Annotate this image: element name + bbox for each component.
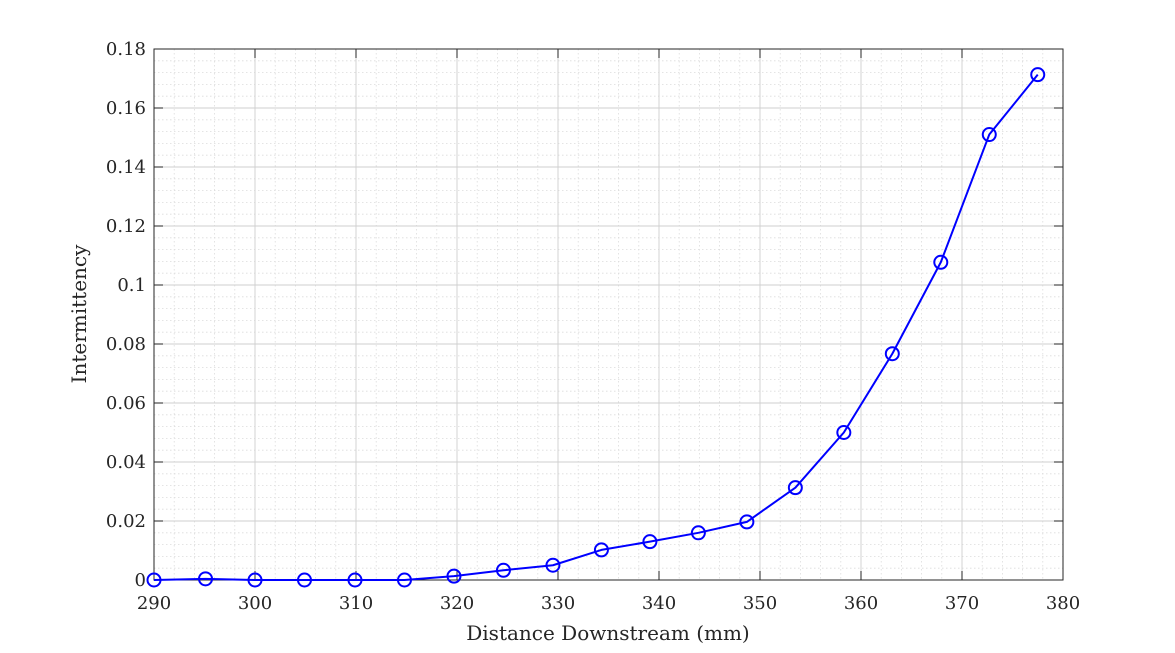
x-tick-label: 370 [945, 593, 979, 614]
data-point-marker [545, 557, 561, 573]
data-point-marker [690, 525, 706, 541]
x-tick-label: 360 [844, 593, 878, 614]
data-point-marker [1030, 67, 1046, 83]
data-point-marker [642, 534, 658, 550]
x-axis-label: Distance Downstream (mm) [466, 621, 750, 645]
data-point-marker [981, 127, 997, 143]
data-point-marker [198, 571, 214, 587]
major-grid [153, 48, 1064, 581]
y-tick-label: 0.18 [106, 39, 146, 60]
data-point-marker [146, 572, 162, 588]
y-tick-label: 0.16 [106, 98, 146, 119]
x-tick-label: 290 [137, 593, 171, 614]
data-point-marker [739, 514, 755, 530]
x-tick-label: 310 [339, 593, 373, 614]
y-tick-label: 0.06 [106, 393, 146, 414]
y-tick-label: 0.14 [106, 157, 146, 178]
data-point-marker [884, 346, 900, 362]
series-layer [146, 67, 1046, 588]
x-tick-label: 340 [642, 593, 676, 614]
data-point-marker [396, 572, 412, 588]
data-point-marker [787, 480, 803, 496]
data-point-marker [495, 562, 511, 578]
x-tick-label: 300 [238, 593, 272, 614]
data-point-marker [593, 542, 609, 558]
data-point-marker [836, 425, 852, 440]
y-tick-label: 0 [135, 570, 146, 591]
data-point-marker [446, 568, 462, 584]
y-tick-label: 0.04 [106, 452, 146, 473]
data-point-marker [933, 254, 949, 270]
ticks [153, 48, 1064, 581]
y-tick-label: 0.08 [106, 334, 146, 355]
y-axis-label: Intermittency [67, 244, 91, 384]
y-tick-label: 0.1 [117, 275, 146, 296]
x-tick-label: 380 [1046, 593, 1080, 614]
series-line [153, 74, 1039, 581]
x-tick-label: 350 [743, 593, 777, 614]
y-tick-label: 0.12 [106, 216, 146, 237]
x-tick-label: 320 [440, 593, 474, 614]
tick-labels: 290 300 310 320 330 340 350 360 370 380 0 0.02 0.04 0… [106, 39, 1080, 614]
data-point-marker [247, 572, 263, 588]
y-tick-label: 0.02 [106, 511, 146, 532]
axes-box [153, 48, 1064, 581]
x-tick-label: 330 [541, 593, 575, 614]
data-point-marker [296, 572, 312, 588]
minor-grid [154, 49, 1063, 580]
data-point-marker [347, 572, 363, 588]
plot-frame [153, 48, 1064, 581]
